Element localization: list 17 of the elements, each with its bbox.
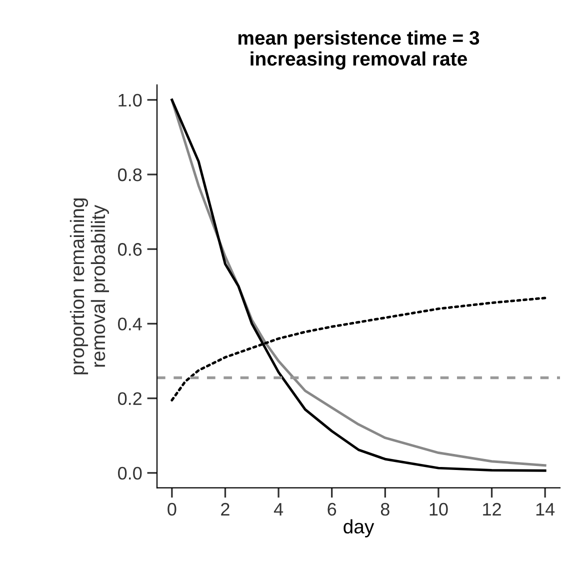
x-tick-label: 4 [274,503,284,516]
x-tick-label: 0 [168,502,176,516]
y-tick-label: 0.8 [118,168,142,182]
chart-title: mean persistence time = 3 increasing removal rate [238,30,480,70]
x-tick-label: 10 [430,502,448,516]
x-tick-label: 2 [221,502,230,516]
x-tick-label: 6 [328,502,336,516]
x-axis-title: day [344,519,374,538]
y-axis-title: proportion remaining removal probability [70,198,109,374]
x-tick-label: 8 [380,502,390,516]
y-tick-label: 0.0 [118,466,142,480]
y-tick-label: 0.4 [118,318,142,330]
y-tick-label: 0.6 [118,243,142,256]
x-tick-label: 12 [483,502,501,516]
y-tick-label: 1.0 [118,94,142,107]
x-tick-label: 14 [536,503,555,516]
y-tick-label: 0.2 [118,392,142,406]
